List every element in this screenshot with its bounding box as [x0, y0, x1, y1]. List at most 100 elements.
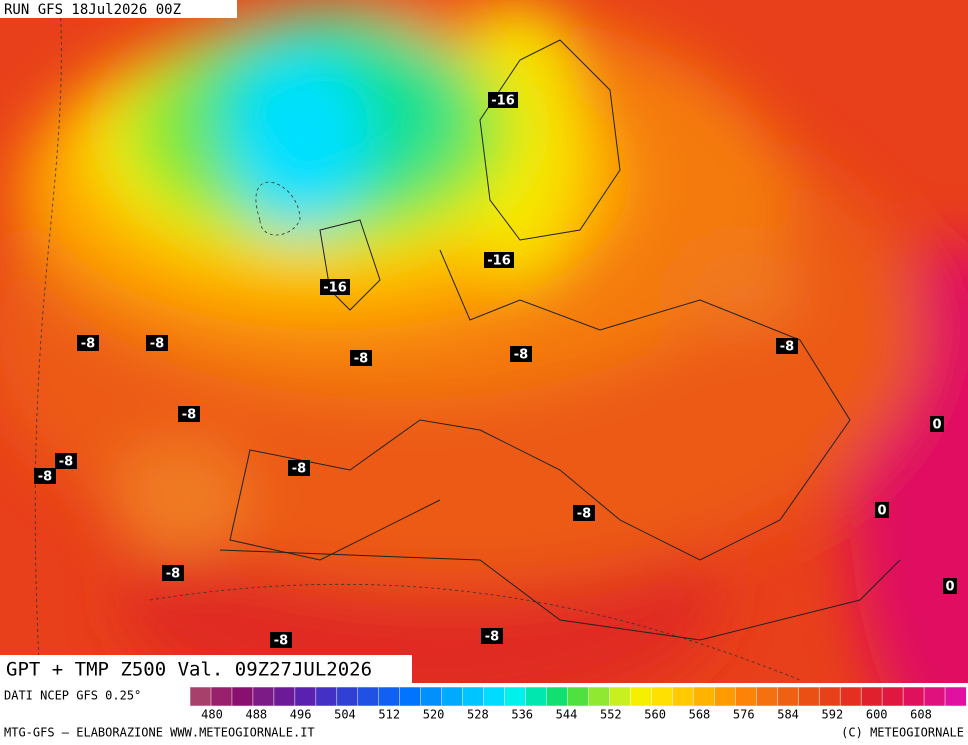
contour-label-text: -8: [59, 455, 73, 470]
contour-label: 0: [875, 502, 889, 519]
contour-label-text: -8: [577, 507, 591, 522]
title-box: [0, 655, 412, 683]
contour-label-box: [943, 578, 957, 594]
contour-label-text: -8: [182, 408, 196, 423]
contour-label-box: [320, 279, 350, 295]
contour-label: -8: [350, 350, 372, 367]
contour-label-text: 0: [932, 418, 941, 433]
colorbar-segment: [588, 686, 611, 707]
map-title: GPT + TMP Z500 Val. 09Z27JUL2026: [6, 659, 372, 681]
contour-label-text: -16: [323, 281, 347, 296]
colorbar-segment: [189, 686, 212, 707]
colorbar-tick-label: 568: [689, 708, 711, 722]
contour-label-text: -8: [780, 340, 794, 355]
colorbar-segment: [273, 686, 296, 707]
colorbar-tick-label: 536: [511, 708, 533, 722]
contour-label-box: [573, 505, 595, 521]
contour-label: -8: [34, 468, 56, 485]
contour-label-text: 0: [945, 580, 954, 595]
colorbar-tick-label: 576: [733, 708, 755, 722]
colorbar-tick-label: 528: [467, 708, 489, 722]
contour-label-text: -16: [491, 94, 515, 109]
credit-left: MTG-GFS — ELABORAZIONE WWW.METEOGIORNALE…: [4, 726, 315, 740]
colorbar-segment: [839, 686, 862, 707]
colorbar-segment: [525, 686, 548, 707]
source-label: DATI NCEP GFS 0.25°: [4, 689, 141, 703]
colorbar-segment: [651, 686, 673, 707]
contour-label-text: -8: [354, 352, 368, 367]
colorbar-tick-label: 592: [822, 708, 844, 722]
contour-label: -8: [162, 565, 184, 582]
contour-label: -8: [146, 335, 168, 352]
contour-label-box: [510, 346, 532, 362]
colorbar-segment: [818, 686, 841, 707]
colorbar-segment: [504, 686, 527, 707]
contour-label: -8: [776, 338, 798, 355]
contour-label-box: [930, 416, 944, 432]
colorbar-segment: [399, 686, 422, 707]
contour-label-box: [288, 460, 310, 476]
colorbar-segment: [902, 686, 925, 707]
colorbar-segment: [714, 686, 736, 707]
contour-label-box: [350, 350, 372, 366]
colorbar-tick-label: 552: [600, 708, 622, 722]
run-box: [0, 0, 237, 18]
contour-label-text: -8: [485, 630, 499, 645]
contour-label-text: -8: [38, 470, 52, 485]
contour-label: -8: [481, 628, 503, 645]
contour-label-text: -8: [292, 462, 306, 477]
contour-label: -8: [510, 346, 532, 363]
colorbar-tick-label: 480: [201, 708, 223, 722]
colorbar-segment: [420, 686, 443, 707]
colorbar-segment: [776, 686, 799, 707]
contour-label: -16: [320, 279, 350, 296]
colorbar-segment: [252, 686, 275, 707]
colorbar-segment: [944, 686, 967, 707]
colorbar-segment: [231, 686, 254, 707]
colorbar-segment: [441, 686, 464, 707]
contour-label-box: [77, 335, 99, 351]
colorbar-tick-label: 584: [777, 708, 799, 722]
colorbar-segment: [315, 686, 338, 707]
contour-label: 0: [930, 416, 944, 433]
contour-label-box: [162, 565, 184, 581]
colorbar-segment: [672, 686, 694, 707]
contour-label: -8: [288, 460, 310, 477]
colorbar-segment: [567, 686, 590, 707]
contour-label-box: [55, 453, 77, 469]
colorbar-tick-label: 512: [378, 708, 400, 722]
colorbar-tick-label: 600: [866, 708, 888, 722]
colorbar-segment: [336, 686, 359, 707]
contour-label-text: -8: [150, 337, 164, 352]
colorbar-tick-label: 488: [245, 708, 267, 722]
contour-label: 0: [943, 578, 957, 595]
contour-label: -16: [484, 252, 514, 269]
contour-label-box: [488, 92, 518, 108]
contour-label-text: -8: [514, 348, 528, 363]
contour-label-text: -8: [81, 337, 95, 352]
contour-label-box: [146, 335, 168, 351]
colorbar-tick-label: 496: [290, 708, 312, 722]
contour-label-text: -8: [274, 634, 288, 649]
contour-label-box: [776, 338, 798, 354]
contour-label-box: [34, 468, 56, 484]
contour-label: -8: [77, 335, 99, 352]
contour-label-box: [481, 628, 503, 644]
run-label: RUN GFS 18Jul2026 00Z: [4, 2, 181, 18]
colorbar: 480 488 496 504 512 520 528 536 544 552 560 568 576 5…: [189, 686, 967, 722]
colorbar-tick-label: 608: [910, 708, 932, 722]
colorbar-tick-label: 520: [423, 708, 445, 722]
contour-label: -16: [488, 92, 518, 109]
colorbar-segment: [735, 686, 757, 707]
colorbar-segment: [756, 686, 778, 707]
colorbar-segment: [609, 686, 631, 707]
colorbar-tick-label: 504: [334, 708, 356, 722]
colorbar-segment: [462, 686, 485, 707]
contour-label: -8: [178, 406, 200, 423]
credit-right: (C) METEOGIORNALE: [841, 726, 964, 740]
colorbar-segment: [294, 686, 317, 707]
contour-label: -8: [573, 505, 595, 522]
colorbar-segment: [357, 686, 380, 707]
